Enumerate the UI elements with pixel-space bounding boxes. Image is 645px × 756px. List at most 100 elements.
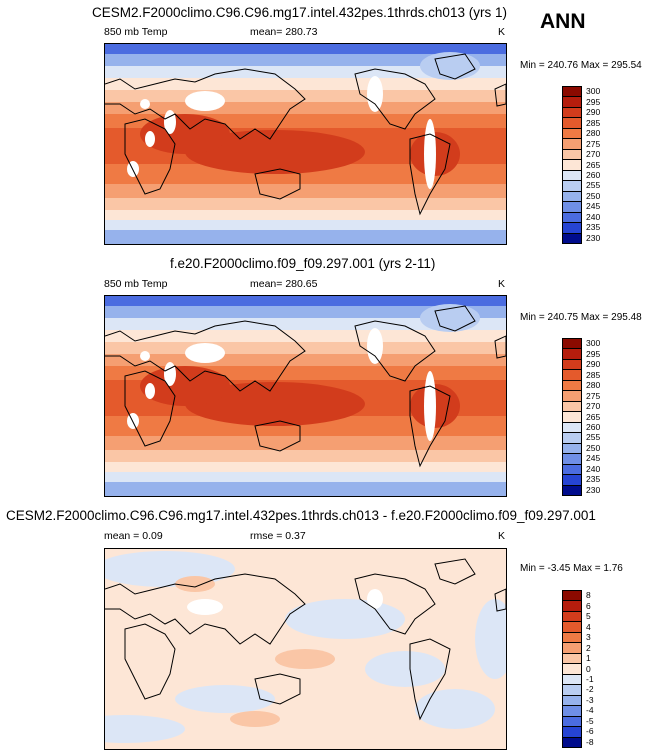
missing-data-mask [140,351,150,361]
panel-title: CESM2.F2000climo.C96.C96.mg17.intel.432p… [92,5,507,20]
temperature-band [105,416,506,436]
colorbar-tick-label: 280 [586,380,601,391]
temperature-band [105,78,506,90]
coastline [105,320,306,392]
variable-label: 850 mb Temp [104,26,168,38]
map-plot [104,295,507,497]
colorbar-tick-label: 300 [586,338,601,349]
coastline [124,623,176,700]
colorbar-tick-label: 290 [586,359,601,370]
coastline [434,558,476,585]
colorbar-tick-label: -1 [586,673,594,684]
missing-data-mask [145,383,155,399]
colorbar-swatch [562,484,582,496]
temperature-band [105,296,506,306]
colorbar-tick-label: 235 [586,474,601,485]
colorbar: 300 295 290 285 280 275 270 265 260 255 250 245 240 2… [562,338,632,496]
colorbar-tick-label: -8 [586,736,594,747]
colorbar-tick-label: 265 [586,411,601,422]
coastline [409,638,451,721]
colorbar-tick-label: 250 [586,442,601,453]
colorbar-tick-label: 270 [586,401,601,412]
warm-region [140,366,230,406]
colorbar-tick-label: -5 [586,715,594,726]
missing-data-mask [424,371,436,441]
temperature-band [105,220,506,230]
colorbar-tick-label: 295 [586,348,601,359]
colorbar-tick-label: 285 [586,117,601,128]
min-max-label: Min = 240.76 Max = 295.54 [520,60,642,71]
diff-mean-label: mean = 0.09 [104,530,163,542]
missing-data-mask [185,91,225,111]
colorbar-tick-label: 3 [586,632,591,643]
coastline [254,673,301,705]
coastline [354,320,436,382]
colorbar-tick-label: 255 [586,432,601,443]
colorbar-tick-label: 235 [586,222,601,233]
negative-anomaly [365,651,445,687]
missing-data-mask [140,99,150,109]
season-label: ANN [540,10,586,33]
colorbar-tick-label: 280 [586,128,601,139]
min-max-label: Min = -3.45 Max = 1.76 [520,563,623,574]
missing-data-mask [164,362,176,386]
colorbar-tick-label: 295 [586,96,601,107]
missing-data-mask [367,76,383,112]
missing-data-mask [145,131,155,147]
coastline [124,370,176,447]
warm-pool [185,130,365,174]
temperature-band [105,354,506,366]
missing-data-mask [424,119,436,189]
temperature-band [105,44,506,54]
temperature-band [105,462,506,472]
colorbar: 8 6 5 4 3 2 1 0 -1 -2 -3 -4 -5 -6 -8 [562,590,632,748]
missing-data-mask [185,343,225,363]
missing-data-mask [164,110,176,134]
colorbar-tick-label: 300 [586,86,601,97]
temperature-band [105,102,506,114]
colorbar-tick-label: 245 [586,453,601,464]
temperature-band [105,54,506,66]
colorbar-tick-label: 230 [586,484,601,495]
colorbar-tick-label: 240 [586,463,601,474]
temperature-band [105,482,506,496]
temperature-band [105,342,506,354]
coastline [409,133,451,216]
panel-title: CESM2.F2000climo.C96.C96.mg17.intel.432p… [6,508,596,523]
units-label: K [498,278,506,290]
panel-title: f.e20.F2000climo.f09_f09.297.001 (yrs 2-… [170,256,436,271]
colorbar-tick-label: 4 [586,621,591,632]
coastline [434,53,476,80]
colorbar-tick-label: 250 [586,190,601,201]
temperature-band [105,66,506,78]
colorbar-tick-label: 270 [586,149,601,160]
colorbar-tick-label: 240 [586,211,601,222]
warm-pool [185,382,365,426]
units-label: K [498,530,506,542]
coastline [354,573,436,635]
colorbar-tick-label: 230 [586,232,601,243]
temperature-band [105,436,506,450]
colorbar-tick-label: -2 [586,684,594,695]
map-plot [104,548,507,750]
temperature-band [105,184,506,198]
positive-anomaly [275,649,335,669]
temperature-band [105,210,506,220]
colorbar-tick-label: 0 [586,663,591,674]
negative-anomaly [415,689,495,729]
colorbar-tick-label: 265 [586,159,601,170]
coastline [105,573,306,645]
coastline [409,385,451,468]
colorbar-tick-label: 260 [586,421,601,432]
variable-label: 850 mb Temp [104,278,168,290]
colorbar-tick-label: 5 [586,611,591,622]
colorbar-tick-label: -6 [586,726,594,737]
colorbar-tick-label: 6 [586,600,591,611]
colorbar-tick-label: 260 [586,169,601,180]
positive-anomaly [230,711,280,727]
coastline [494,335,506,359]
coastline [254,420,301,452]
temperature-band [105,450,506,462]
colorbar-tick-label: -4 [586,705,594,716]
coastline [105,68,306,140]
